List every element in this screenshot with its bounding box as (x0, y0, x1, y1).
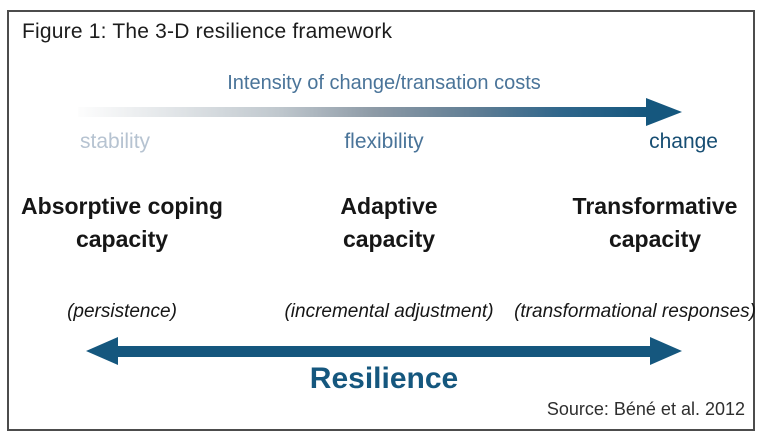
capacity-adaptive-descriptor: (incremental adjustment) (284, 301, 494, 322)
capacity-absorptive-line2: capacity (75, 226, 169, 252)
capacity-absorptive-title: Absorptive coping capacity (8, 190, 236, 256)
figure-title: Figure 1: The 3-D resilience framework (22, 20, 393, 43)
intensity-axis-label: Intensity of change/transation costs (227, 72, 541, 94)
capacity-transformative-line2: capacity (608, 226, 702, 252)
capacity-adaptive-title: Adaptive capacity (283, 190, 495, 256)
axis-endpoint-flexibility: flexibility (344, 130, 424, 153)
source-credit: Source: Béné et al. 2012 (546, 399, 745, 419)
capacity-absorptive-descriptor: (persistence) (67, 301, 177, 322)
axis-endpoint-change: change (649, 130, 718, 153)
capacity-transformative-line1: Transformative (572, 193, 738, 219)
intensity-gradient-arrow-shaft (78, 107, 648, 117)
intensity-arrowhead-right-icon (646, 98, 682, 126)
resilience-arrow-shaft (114, 346, 652, 357)
resilience-arrowhead-left-icon (86, 337, 118, 365)
capacity-transformative-descriptor: (transformational responses) (514, 301, 756, 322)
resilience-arrowhead-right-icon (650, 337, 682, 365)
capacity-transformative-title: Transformative capacity (540, 190, 768, 256)
capacity-absorptive-line1: Absorptive coping (21, 193, 223, 219)
resilience-label: Resilience (309, 362, 459, 395)
capacity-adaptive-line2: capacity (342, 226, 436, 252)
figure-frame (7, 10, 755, 431)
capacity-adaptive-line1: Adaptive (340, 193, 438, 219)
axis-endpoint-stability: stability (80, 130, 151, 153)
